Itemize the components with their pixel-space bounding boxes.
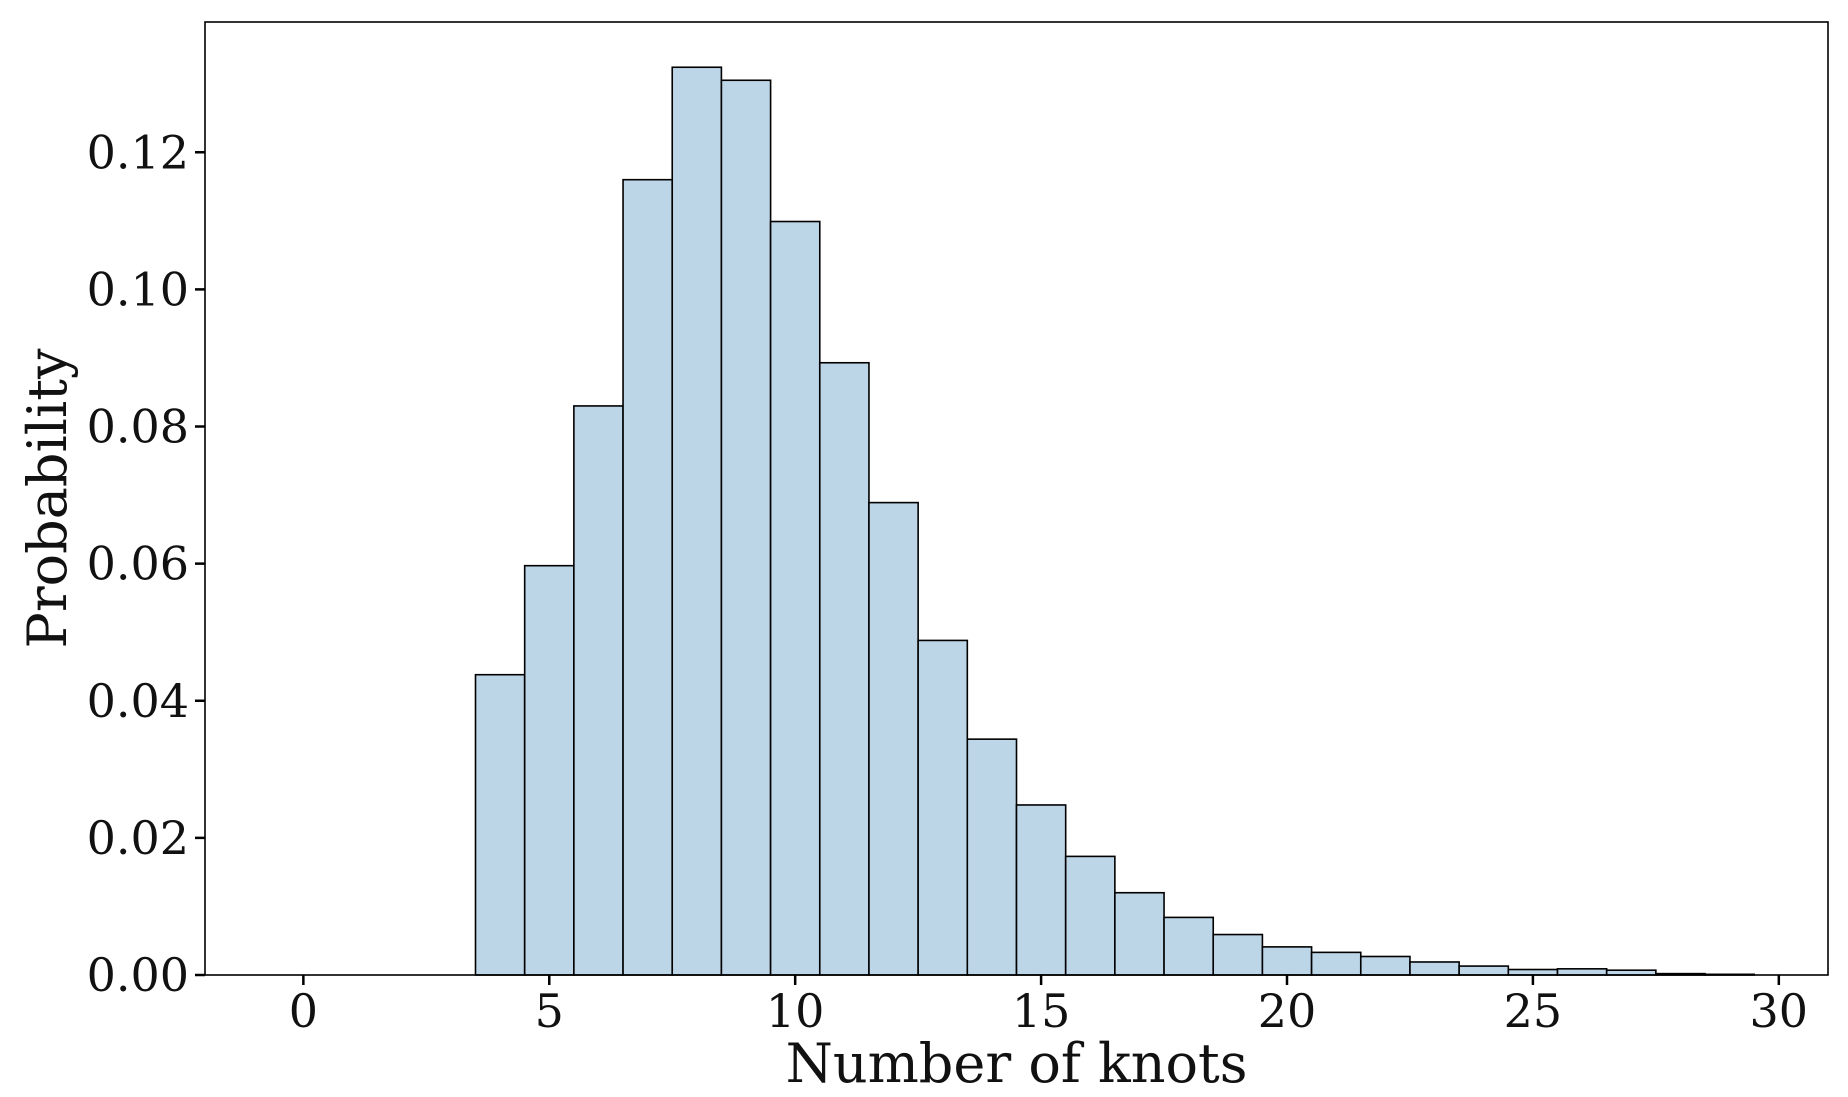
histogram-bar [523,564,575,976]
y-tick-label: 0.12 [87,125,189,179]
x-tick-label: 0 [289,984,318,1038]
y-tick-label: 0.08 [87,400,189,454]
histogram-bar [1458,965,1510,976]
histogram-bar [1261,946,1313,976]
histogram-bar [573,405,624,976]
histogram-bar [1015,804,1067,976]
histogram-bar [622,178,674,976]
x-tick-label: 5 [535,984,564,1038]
histogram-bar [769,220,821,976]
histogram-bar [818,361,870,976]
histogram-bar [720,79,772,976]
histogram-bar [1212,933,1264,976]
y-tick-label: 0.02 [87,811,189,865]
y-tick-label: 0.00 [87,948,189,1002]
histogram-bar [1310,951,1362,976]
histogram-bar [1507,968,1559,976]
x-tick-label: 15 [1012,984,1071,1038]
histogram-bar [1163,916,1215,976]
x-tick-label: 30 [1750,984,1809,1038]
histogram-bar [966,738,1018,976]
histogram-bar [868,501,919,976]
histogram-bar [1409,961,1460,976]
y-tick-label: 0.04 [87,674,189,728]
x-tick-label: 25 [1504,984,1563,1038]
bars-group [474,66,1756,976]
y-axis-ticks: 0.00 0.02 0.04 0.06 0.08 0.10 0.12 [87,125,205,1002]
histogram-bar [1556,968,1608,976]
plot-frame [204,21,1829,976]
y-tick-label: 0.06 [87,537,189,591]
histogram-bar [1359,955,1411,976]
x-axis-ticks: 0 5 10 15 20 25 30 [289,975,1808,1038]
y-tick-label: 0.10 [87,262,189,316]
histogram-bar [917,639,969,976]
histogram-bar [1114,891,1165,976]
y-axis-label: Probability [16,348,79,648]
histogram-bar [474,673,526,976]
histogram-bar [671,66,723,976]
x-tick-label: 10 [766,984,825,1038]
histogram-bar [1064,855,1116,976]
x-tick-label: 20 [1258,984,1317,1038]
x-axis-label: Number of knots [786,1032,1248,1095]
